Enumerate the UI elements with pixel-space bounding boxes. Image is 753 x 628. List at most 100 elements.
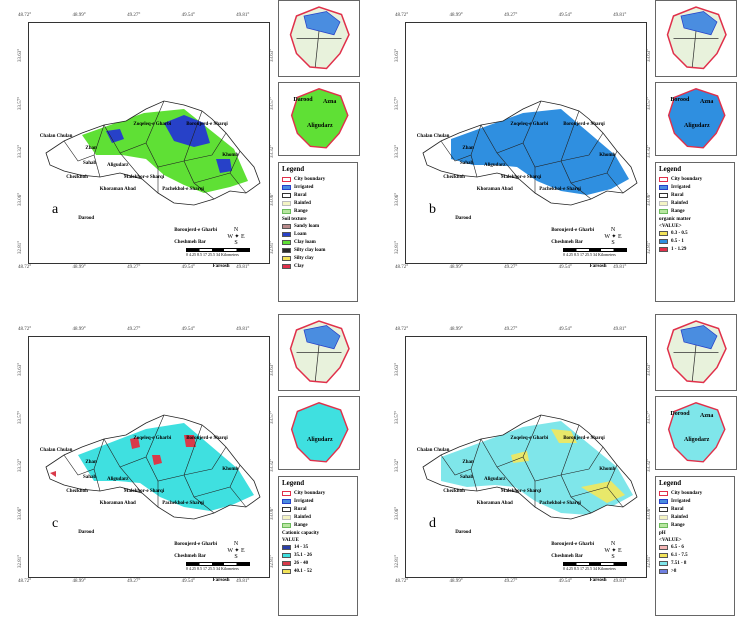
legend-swatch xyxy=(282,208,291,214)
district-boundary xyxy=(560,132,604,162)
longitude-tick: 48.72° xyxy=(18,579,32,584)
longitude-tick: 49.27° xyxy=(127,13,141,18)
latitude-tick: 33.63° xyxy=(270,362,275,376)
district-boundary xyxy=(145,424,203,482)
map-panel-b: Chalan Chulan Zhan Aligudarz Zoqeleq-e Ghar… xyxy=(377,0,753,314)
latitude-tick: 33.57° xyxy=(18,96,23,110)
legend-class-row: Loam xyxy=(282,230,354,238)
legend-swatch xyxy=(282,522,291,528)
latitude-tick: 32.81° xyxy=(647,554,652,568)
legend-swatch xyxy=(659,552,668,558)
place-label: Khoraman Abad xyxy=(99,501,136,506)
place-label: Boroujerd-e Gharbi xyxy=(174,227,218,233)
place-label: Sahab xyxy=(83,160,97,166)
place-label: Aligudarz xyxy=(107,477,129,482)
legend-class-row: 14 - 35 xyxy=(282,543,354,551)
legend-swatch xyxy=(282,255,291,261)
latitude-tick: 33.57° xyxy=(647,96,652,110)
place-label: Chezkhoh xyxy=(443,489,465,494)
legend-class-row: 0.5 - 1 xyxy=(659,237,731,245)
place-label: Chalan Chulan xyxy=(416,134,450,140)
legend-row: Irrigated xyxy=(282,497,354,505)
legend-class-row: 6.5 - 6 xyxy=(659,543,731,551)
thematic-area xyxy=(451,109,629,195)
latitude-tick: 33.63° xyxy=(18,48,23,62)
thematic-area xyxy=(106,129,124,143)
place-label: Khoraman Abad xyxy=(99,187,136,192)
place-label: Malekhor-e Sharqi xyxy=(500,175,542,180)
longitude-tick: 48.99° xyxy=(449,265,463,270)
locator-inset-map xyxy=(278,0,360,77)
legend-swatch xyxy=(282,247,291,253)
latitude-tick: 32.81° xyxy=(647,240,652,254)
latitude-tick: 33.63° xyxy=(395,48,400,62)
locator-inset-map xyxy=(655,314,737,391)
district-boundary xyxy=(560,446,604,476)
legend-row: Rural xyxy=(659,191,731,199)
legend-row: City boundary xyxy=(659,175,731,183)
district-boundary xyxy=(470,154,478,178)
district-boundary xyxy=(229,172,247,194)
place-label: Zhan xyxy=(85,146,97,152)
latitude-tick: 32.81° xyxy=(18,554,23,568)
district-boundary xyxy=(93,468,101,492)
longitude-tick: 49.81° xyxy=(236,579,250,584)
latitude-tick: 33.63° xyxy=(18,362,23,376)
legend-swatch xyxy=(659,238,668,244)
legend-swatch xyxy=(659,490,668,496)
longitude-tick: 49.81° xyxy=(613,579,627,584)
place-label: Zoqeleq-e Gharbi xyxy=(133,436,172,442)
longitude-tick: 49.54° xyxy=(181,13,195,18)
scale-bar: 0 4.25 8.5 17 25.5 34 Kilometers xyxy=(563,248,633,257)
legend-swatch xyxy=(282,192,291,198)
longitude-tick: 48.72° xyxy=(395,265,409,270)
district-boundary xyxy=(440,124,482,162)
legend-swatch xyxy=(659,560,668,566)
place-label: Boroujerd-e Sharqi xyxy=(563,436,605,442)
locator-inset-map xyxy=(655,0,737,77)
latitude-tick: 33.32° xyxy=(647,144,652,158)
inset-place-label: Aligudarz xyxy=(307,436,333,443)
latitude-tick: 32.81° xyxy=(18,240,23,254)
place-label: Sahab xyxy=(460,474,474,480)
place-label: Malekhor-e Sharqi xyxy=(500,489,542,494)
legend-class-row: Silty clay xyxy=(282,254,354,262)
inset-place-label: Azna xyxy=(700,412,714,419)
legend-swatch xyxy=(659,246,668,252)
study-area-boundary xyxy=(422,100,638,206)
place-label: Khoraman Abad xyxy=(476,187,513,192)
latitude-tick: 33.32° xyxy=(395,458,400,472)
study-area-boundary xyxy=(45,100,261,206)
latitude-tick: 33.06° xyxy=(647,192,652,206)
legend-swatch xyxy=(282,263,291,269)
thematic-area xyxy=(50,471,56,477)
longitude-tick: 49.27° xyxy=(504,579,518,584)
legend-swatch xyxy=(282,490,291,496)
latitude-tick: 32.81° xyxy=(395,554,400,568)
latitude-tick: 33.06° xyxy=(18,192,23,206)
place-label: Aligudarz xyxy=(107,163,129,168)
longitude-tick: 49.81° xyxy=(613,327,627,332)
county-inset-map: Aligudarz xyxy=(278,396,360,470)
thematic-area xyxy=(551,429,577,443)
legend-swatch xyxy=(282,223,291,229)
longitude-tick: 49.27° xyxy=(127,265,141,270)
place-label: Khomh xyxy=(599,153,616,159)
inset-place-label: Azna xyxy=(323,98,337,105)
longitude-tick: 48.72° xyxy=(18,13,32,18)
legend-title: Legend xyxy=(282,165,305,173)
longitude-tick: 48.99° xyxy=(449,579,463,584)
longitude-tick: 48.99° xyxy=(72,265,86,270)
thematic-area xyxy=(581,481,625,503)
longitude-tick: 49.81° xyxy=(236,265,250,270)
legend-swatch xyxy=(659,192,668,198)
longitude-tick: 49.81° xyxy=(236,13,250,18)
legend-title: Legend xyxy=(659,479,682,487)
panel-letter: b xyxy=(429,202,436,217)
place-label: Farsosh xyxy=(589,577,607,583)
longitude-tick: 48.72° xyxy=(395,579,409,584)
place-label: Pachekhol-e Sharqi xyxy=(539,187,581,192)
locator-inset-map xyxy=(278,314,360,391)
place-label: Zoqeleq-e Gharbi xyxy=(133,122,172,128)
latitude-tick: 33.06° xyxy=(395,506,400,520)
